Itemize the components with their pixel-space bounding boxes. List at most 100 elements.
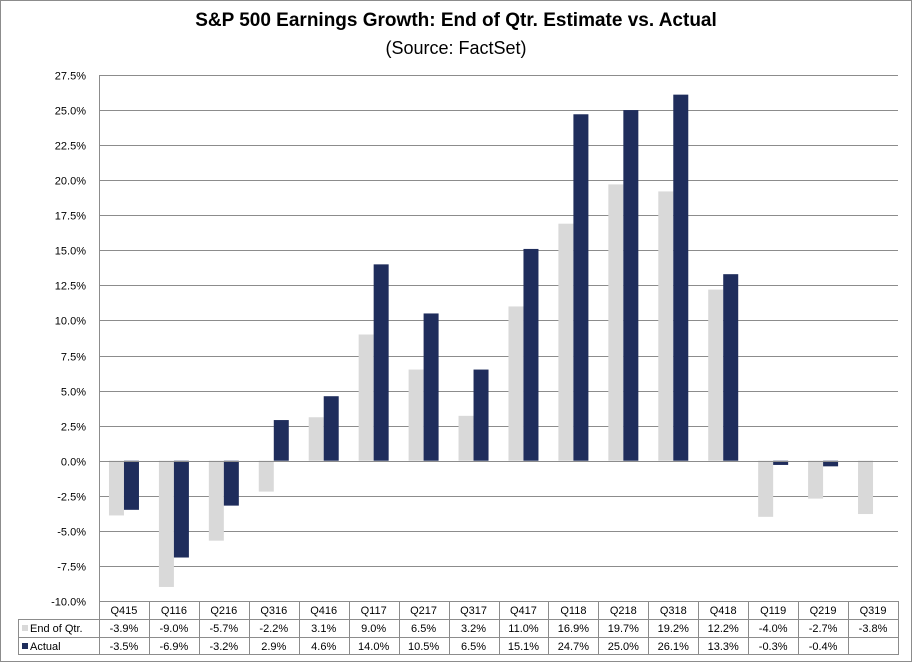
category-label: Q116 (161, 605, 187, 617)
bar-estimate-q316 (258, 460, 274, 492)
bar-actual-q116 (173, 460, 189, 558)
data-label: -0.4% (809, 641, 838, 653)
bar-estimate-q317 (458, 415, 474, 461)
bar-estimate-q319 (858, 460, 874, 515)
bar-estimate-q117 (358, 334, 374, 461)
category-label: Q418 (710, 605, 737, 617)
category-label: Q416 (310, 605, 337, 617)
bar-actual-q418 (723, 274, 739, 461)
bar-estimate-q118 (558, 223, 574, 461)
data-label: 9.0% (361, 623, 386, 635)
y-tick-label: 12.5% (55, 281, 86, 293)
category-label: Q317 (460, 605, 487, 617)
y-tick-label: -5.0% (57, 527, 86, 539)
category-label: Q217 (410, 605, 437, 617)
data-label: 24.7% (558, 641, 589, 653)
y-tick-label: 15.0% (55, 246, 86, 258)
bar-estimate-q417 (508, 306, 524, 461)
category-label: Q119 (760, 605, 786, 617)
bar-estimate-q416 (308, 417, 324, 461)
category-label: Q316 (260, 605, 287, 617)
data-label: -3.5% (110, 641, 139, 653)
y-tick-label: 10.0% (55, 316, 86, 328)
chart-subtitle: (Source: FactSet) (385, 38, 527, 58)
data-label: 6.5% (461, 641, 486, 653)
bar-estimate-q418 (708, 289, 724, 461)
y-tick-label: -2.5% (57, 492, 86, 504)
bar-actual-q119 (773, 460, 789, 465)
y-tick-label: -10.0% (51, 597, 86, 609)
chart-title: S&P 500 Earnings Growth: End of Qtr. Est… (195, 10, 717, 31)
bar-actual-q219 (823, 460, 839, 467)
category-label: Q117 (361, 605, 387, 617)
data-label: -3.9% (110, 623, 139, 635)
y-tick-label: 7.5% (61, 352, 86, 364)
data-label: 16.9% (558, 623, 589, 635)
data-label: -6.9% (160, 641, 189, 653)
category-label: Q415 (111, 605, 138, 617)
bar-actual-q217 (423, 313, 439, 461)
category-label: Q219 (810, 605, 837, 617)
data-label: -9.0% (160, 623, 189, 635)
bar-actual-q415 (123, 460, 139, 510)
category-label: Q218 (610, 605, 637, 617)
data-label: 2.9% (261, 641, 286, 653)
data-label: 4.6% (311, 641, 336, 653)
data-label: 15.1% (508, 641, 539, 653)
category-label: Q417 (510, 605, 537, 617)
y-tick-label: 27.5% (55, 71, 86, 83)
bar-actual-q216 (223, 460, 239, 506)
data-label: 3.1% (311, 623, 336, 635)
data-label: -0.3% (759, 641, 788, 653)
data-label: -2.2% (259, 623, 288, 635)
data-label: 3.2% (461, 623, 486, 635)
data-label: 6.5% (411, 623, 436, 635)
bar-estimate-q116 (158, 460, 174, 587)
data-label: -5.7% (209, 623, 238, 635)
data-label: 26.1% (658, 641, 689, 653)
y-tick-label: 2.5% (61, 422, 86, 434)
category-label: Q318 (660, 605, 687, 617)
category-label: Q216 (210, 605, 237, 617)
y-tick-label: 20.0% (55, 176, 86, 188)
y-tick-label: -7.5% (57, 562, 86, 574)
bar-estimate-q218 (608, 184, 624, 461)
legend-key-estimate (22, 625, 28, 631)
y-tick-label: 5.0% (61, 387, 86, 399)
legend-label: Actual (30, 641, 61, 653)
y-tick-label: 22.5% (55, 141, 86, 153)
bar-estimate-q219 (808, 460, 824, 499)
data-label: -3.2% (209, 641, 238, 653)
bar-estimate-q217 (408, 369, 424, 461)
legend-key-actual (22, 643, 28, 649)
bar-estimate-q216 (208, 460, 224, 541)
data-label: 25.0% (608, 641, 639, 653)
bar-actual-q218 (623, 110, 639, 461)
bar-actual-q117 (373, 264, 389, 461)
bar-actual-q118 (573, 114, 589, 461)
data-label: 12.2% (708, 623, 739, 635)
category-label: Q118 (560, 605, 586, 617)
bar-actual-q416 (323, 396, 339, 461)
y-tick-label: 17.5% (55, 211, 86, 223)
category-label: Q319 (860, 605, 887, 617)
bar-actual-q318 (673, 94, 689, 461)
y-tick-label: 25.0% (55, 106, 86, 118)
bar-actual-q316 (273, 420, 289, 461)
bar-estimate-q415 (108, 460, 124, 516)
bar-estimate-q119 (758, 460, 774, 517)
y-tick-label: 0.0% (61, 457, 86, 469)
legend-label: End of Qtr. (30, 623, 83, 635)
data-label: 19.7% (608, 623, 639, 635)
data-label: -2.7% (809, 623, 838, 635)
data-label: -3.8% (859, 623, 888, 635)
data-label: 13.3% (708, 641, 739, 653)
data-label: 11.0% (508, 623, 539, 635)
data-label: 19.2% (658, 623, 689, 635)
bar-actual-q317 (473, 369, 489, 461)
bar-estimate-q318 (658, 191, 674, 461)
bar-actual-q417 (523, 248, 539, 461)
data-label: -4.0% (759, 623, 788, 635)
data-label: 10.5% (408, 641, 439, 653)
